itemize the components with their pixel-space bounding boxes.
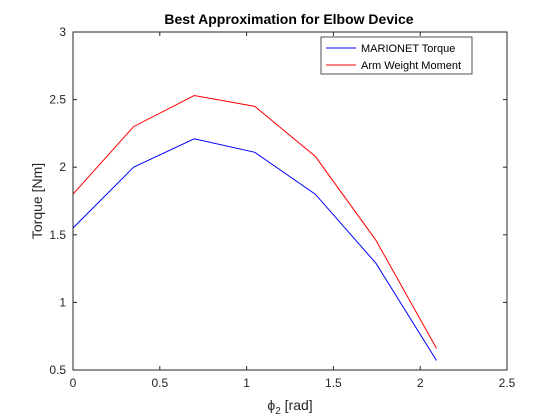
y-axis-label: Torque [Nm]	[29, 163, 45, 239]
plot-area	[72, 94, 437, 361]
y-tick-label: 2.5	[49, 93, 66, 107]
y-tick-label: 2	[59, 160, 66, 174]
axis-ticks: 0 0.5 1 1.5 2 2.5 0.5 1 1.5 2 2.5 3	[49, 25, 515, 390]
x-tick-label: 0.5	[151, 376, 168, 390]
axes-box	[72, 31, 508, 371]
x-tick-label: 2	[417, 376, 424, 390]
legend-label-marionet-torque: MARIONET Torque	[361, 43, 455, 55]
y-tick-label: 1	[59, 295, 66, 309]
x-tick-label: 2.5	[499, 376, 516, 390]
x-axis-label-symbol: ϕ	[267, 397, 275, 413]
x-tick-label: 1	[243, 376, 250, 390]
x-axis-label-unit: [rad]	[281, 397, 313, 413]
x-tick-label: 1.5	[325, 376, 342, 390]
series-line-marionet-torque	[72, 138, 437, 361]
y-tick-label: 0.5	[49, 363, 66, 377]
x-axis-label-subscript: 2	[275, 406, 281, 417]
series-line-arm-weight-moment	[72, 94, 437, 349]
y-tick-label: 3	[59, 25, 66, 39]
x-axis-label: ϕ2 [rad]	[267, 397, 312, 417]
legend-label-arm-weight-moment: Arm Weight Moment	[361, 60, 461, 72]
legend: MARIONET Torque Arm Weight Moment	[320, 36, 473, 75]
chart-title: Best Approximation for Elbow Device	[164, 11, 413, 27]
legend-box	[320, 36, 473, 75]
y-tick-label: 1.5	[49, 228, 66, 242]
x-tick-label: 0	[70, 376, 77, 390]
